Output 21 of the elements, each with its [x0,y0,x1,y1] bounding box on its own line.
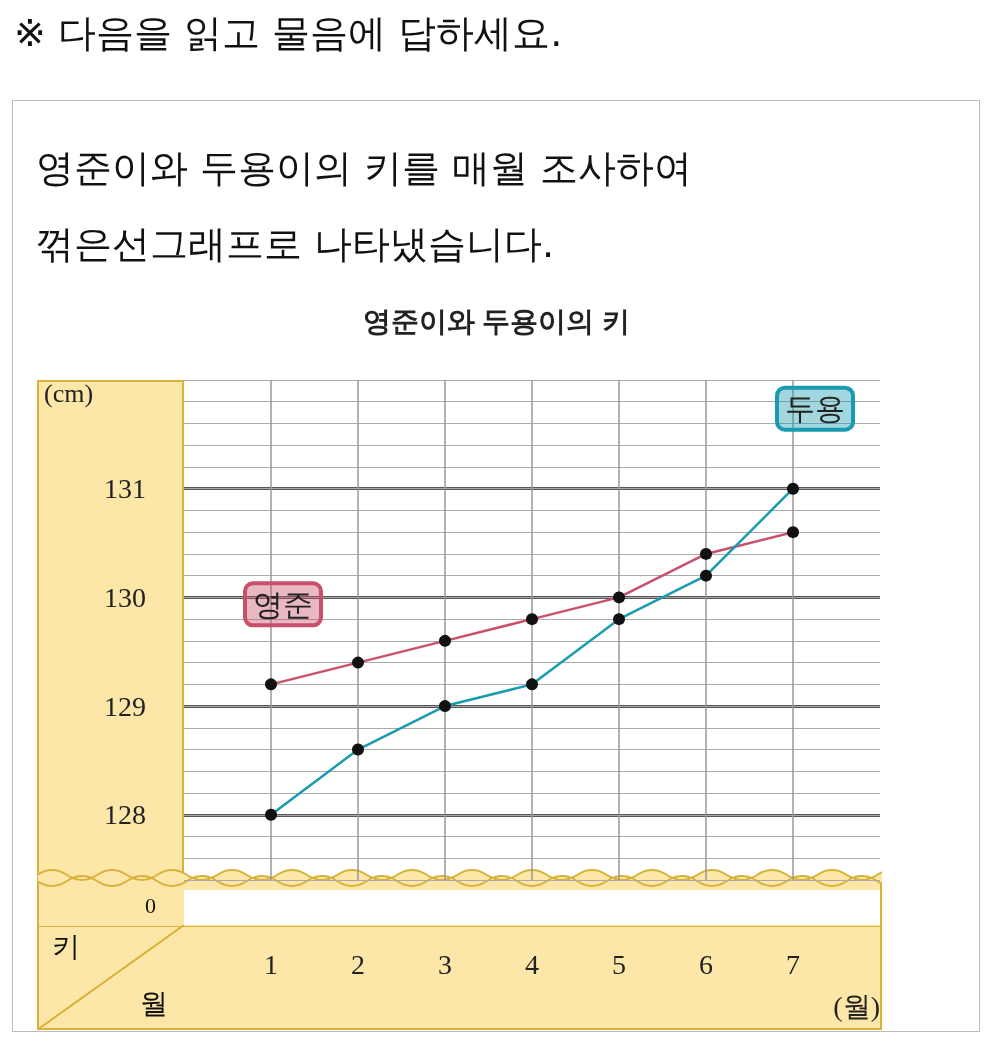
y-tick-label: 128 [104,799,146,831]
x-tick-label: 7 [786,948,800,980]
x-axis-title: (월) [833,990,880,1022]
x-tick-label: 1 [264,948,278,980]
text: ※ 다음을 읽고 물음에 답하세요. [14,10,563,57]
x-tick-label: 6 [699,948,713,980]
x-tick-label: 4 [525,948,539,980]
y-tick-label: 130 [104,581,146,613]
x-tick-label: 2 [351,948,365,980]
text: 0 [145,893,156,919]
chart-title: 영준이와 두용이의 키 [362,305,631,337]
text: 키 [52,929,80,965]
x-tick-label: 5 [612,948,626,980]
series-label: 영준 [253,587,313,621]
y-tick-label: 129 [104,690,146,722]
y-axis-title: (cm) [44,378,94,408]
text: 영준이와 두용이의 키를 매월 조사하여 꺾은선그래프로 나타냈습니다. [36,145,693,268]
text: 월 [140,986,168,1022]
x-tick-label: 3 [438,948,452,980]
y-tick-label: 131 [104,473,146,505]
series-label: 두용 [785,392,845,426]
